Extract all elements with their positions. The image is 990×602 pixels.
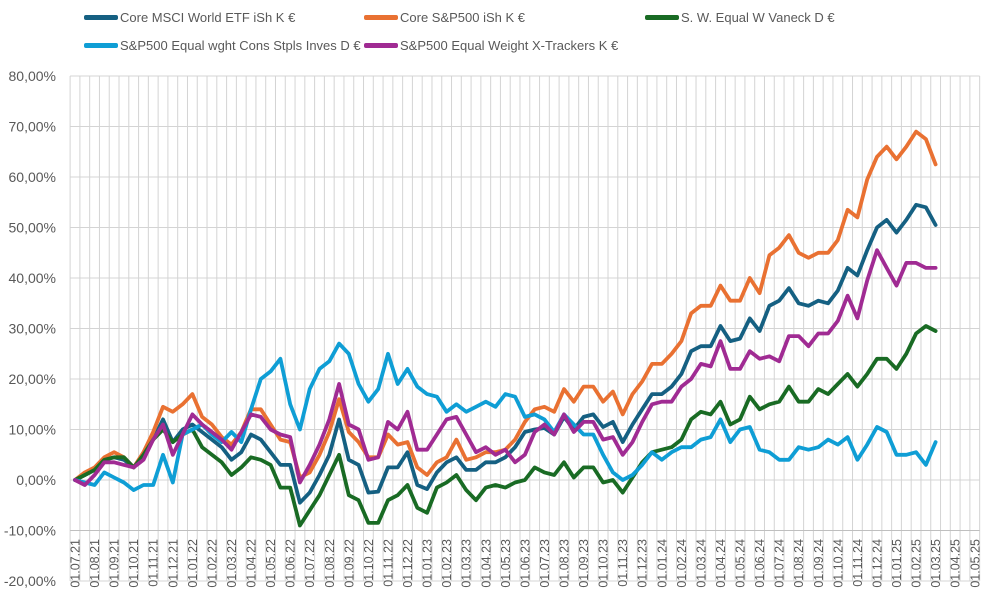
x-tick-label: 01.03.22 — [225, 539, 239, 588]
x-tick-label: 01.12.23 — [636, 539, 650, 588]
y-tick-label: -10,00% — [4, 523, 56, 539]
x-tick-label: 01.01.25 — [890, 539, 904, 588]
x-tick-label: 01.02.22 — [205, 539, 219, 588]
y-axis-tick-labels: 80,00% 70,00% 60,00% 50,00% 40,00% 30,00% 20,0… — [4, 68, 56, 589]
y-tick-label: 40,00% — [9, 270, 56, 286]
x-tick-label: 01.10.23 — [597, 539, 611, 588]
x-tick-label: 01.03.23 — [460, 539, 474, 588]
x-tick-label: 01.11.23 — [616, 539, 630, 587]
x-tick-label: 01.05.25 — [968, 539, 982, 588]
legend-swatch — [84, 43, 118, 48]
x-tick-label: 01.05.24 — [734, 539, 748, 588]
legend-swatch — [364, 15, 398, 20]
x-tick-label: 01.11.22 — [381, 539, 395, 587]
y-tick-label: 60,00% — [9, 169, 56, 185]
x-tick-label: 01.08.24 — [792, 539, 806, 588]
x-tick-label: 01.02.24 — [675, 539, 689, 588]
x-tick-label: 01.02.23 — [440, 539, 454, 588]
x-tick-label: 01.09.23 — [577, 539, 591, 588]
x-tick-label: 01.05.23 — [499, 539, 513, 588]
x-tick-label: 01.01.24 — [655, 539, 669, 588]
x-tick-label: 01.04.25 — [949, 539, 963, 588]
x-tick-label: 01.06.24 — [753, 539, 767, 588]
legend-item-core-sp500[interactable]: Core S&P500 iSh K € — [364, 10, 525, 25]
x-tick-label: 01.12.24 — [870, 539, 884, 588]
x-tick-label: 01.10.24 — [831, 539, 845, 588]
legend-swatch — [84, 15, 118, 20]
x-tick-label: 01.08.21 — [88, 539, 102, 588]
x-tick-label: 01.01.22 — [186, 539, 200, 588]
x-tick-label: 01.01.23 — [421, 539, 435, 588]
y-tick-label: 0,00% — [16, 472, 56, 488]
x-tick-label: 01.06.23 — [518, 539, 532, 588]
legend-label: Core S&P500 iSh K € — [400, 10, 526, 25]
x-tick-label: 01.04.22 — [245, 539, 259, 588]
x-tick-label: 01.12.21 — [166, 539, 180, 588]
x-tick-label: 01.08.22 — [323, 539, 337, 588]
x-tick-label: 01.03.24 — [694, 539, 708, 588]
y-tick-label: 20,00% — [9, 371, 56, 387]
legend-label: S. W. Equal W Vaneck D € — [681, 10, 835, 25]
legend-item-sp500-equal-xtrackers[interactable]: S&P500 Equal Weight X-Trackers K € — [364, 38, 618, 53]
x-tick-label: 01.11.21 — [147, 539, 161, 587]
legend-label: S&P500 Equal wght Cons Stpls Inves D € — [120, 38, 361, 53]
x-tick-label: 01.09.24 — [812, 539, 826, 588]
x-tick-label: 01.08.23 — [558, 539, 572, 588]
x-axis-tick-labels: 01.07.21 01.08.21 01.09.21 01.10.21 01.11.21… — [69, 539, 983, 588]
x-tick-label: 01.10.22 — [362, 539, 376, 588]
legend-swatch — [364, 43, 398, 48]
series-line-3 — [73, 341, 938, 493]
x-tick-label: 01.09.21 — [108, 539, 122, 588]
x-tick-label: 01.04.24 — [714, 539, 728, 588]
series-line-0 — [73, 202, 938, 505]
x-tick-label: 01.12.22 — [401, 539, 415, 588]
y-tick-label: 30,00% — [9, 321, 56, 337]
x-tick-label: 01.09.22 — [342, 539, 356, 588]
legend-label: Core MSCI World ETF iSh K € — [120, 10, 296, 25]
y-tick-label: 80,00% — [9, 68, 56, 84]
legend-item-core-msci-world[interactable]: Core MSCI World ETF iSh K € — [84, 10, 295, 25]
legend-swatch — [645, 15, 679, 20]
x-tick-label: 01.07.22 — [303, 539, 317, 588]
x-tick-label: 01.10.21 — [127, 539, 141, 588]
x-tick-label: 01.04.23 — [479, 539, 493, 588]
y-tick-label: 10,00% — [9, 422, 56, 438]
y-tick-label: 70,00% — [9, 119, 56, 135]
series-line-2 — [73, 324, 938, 528]
legend-item-sw-equal-vaneck[interactable]: S. W. Equal W Vaneck D € — [645, 10, 835, 25]
x-tick-label: 01.02.25 — [910, 539, 924, 588]
gridlines — [69, 75, 981, 582]
series-line-4 — [73, 248, 938, 487]
series-lines — [73, 129, 938, 528]
x-tick-label: 01.11.24 — [851, 539, 865, 587]
x-tick-label: 01.06.22 — [284, 539, 298, 588]
legend-item-sp500-cons-stpls[interactable]: S&P500 Equal wght Cons Stpls Inves D € — [84, 38, 361, 53]
x-tick-label: 01.05.22 — [264, 539, 278, 588]
x-tick-label: 01.03.25 — [929, 539, 943, 588]
y-tick-label: 50,00% — [9, 220, 56, 236]
x-tick-label: 01.07.24 — [773, 539, 787, 588]
legend-label: S&P500 Equal Weight X-Trackers K € — [400, 38, 619, 53]
x-tick-label: 01.07.21 — [69, 539, 83, 588]
y-tick-label: -20,00% — [4, 573, 56, 589]
x-tick-label: 01.07.23 — [538, 539, 552, 588]
